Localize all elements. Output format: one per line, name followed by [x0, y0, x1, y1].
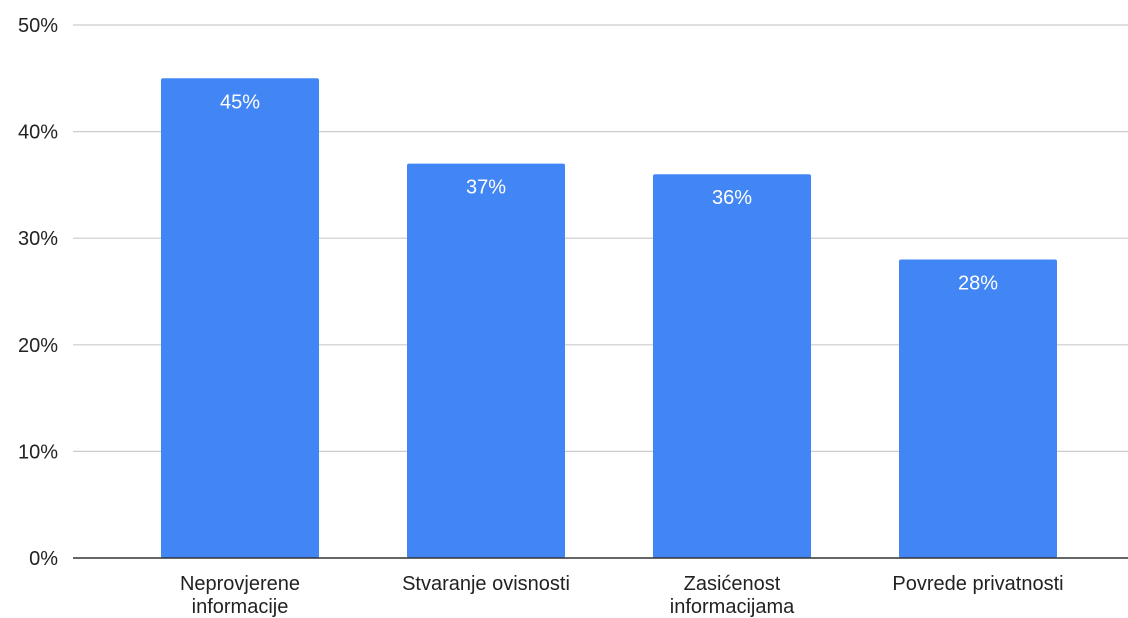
bar [161, 78, 319, 559]
bar [899, 259, 1057, 558]
x-tick-label: Stvaranje ovisnosti [402, 573, 570, 595]
x-axis-tick-labels: Neprovjerene informacije Stvaranje ovisnos… [180, 573, 1064, 618]
bar-data-label: 45% [220, 91, 260, 113]
x-tick-label: Neprovjerene informacije [180, 573, 300, 618]
data-labels: 45% 37% 36% 28% [220, 91, 998, 294]
x-tick-label-line: Stvaranje ovisnosti [402, 573, 570, 595]
x-tick-label-line: informacijama [670, 596, 795, 618]
y-tick-label: 10% [18, 441, 58, 463]
bar-data-label: 36% [712, 187, 752, 209]
bar-data-label: 28% [958, 273, 998, 295]
x-tick-label-line: Neprovjerene [180, 573, 300, 595]
bar-data-label: 37% [466, 177, 506, 199]
bars [161, 78, 1057, 559]
x-tick-label: Zasićenost informacijama [670, 573, 795, 618]
y-tick-label: 30% [18, 228, 58, 250]
y-tick-label: 20% [18, 335, 58, 357]
bar [407, 163, 565, 558]
y-tick-label: 0% [29, 548, 58, 570]
x-tick-label-line: Povrede privatnosti [892, 573, 1063, 595]
y-axis-tick-labels: 0% 10% 20% 30% 40% 50% [18, 15, 58, 570]
y-tick-label: 40% [18, 122, 58, 144]
x-tick-label: Povrede privatnosti [892, 573, 1063, 595]
y-tick-label: 50% [18, 15, 58, 37]
x-tick-label-line: informacije [192, 596, 289, 618]
bar [653, 174, 811, 559]
x-tick-label-line: Zasićenost [684, 573, 781, 595]
